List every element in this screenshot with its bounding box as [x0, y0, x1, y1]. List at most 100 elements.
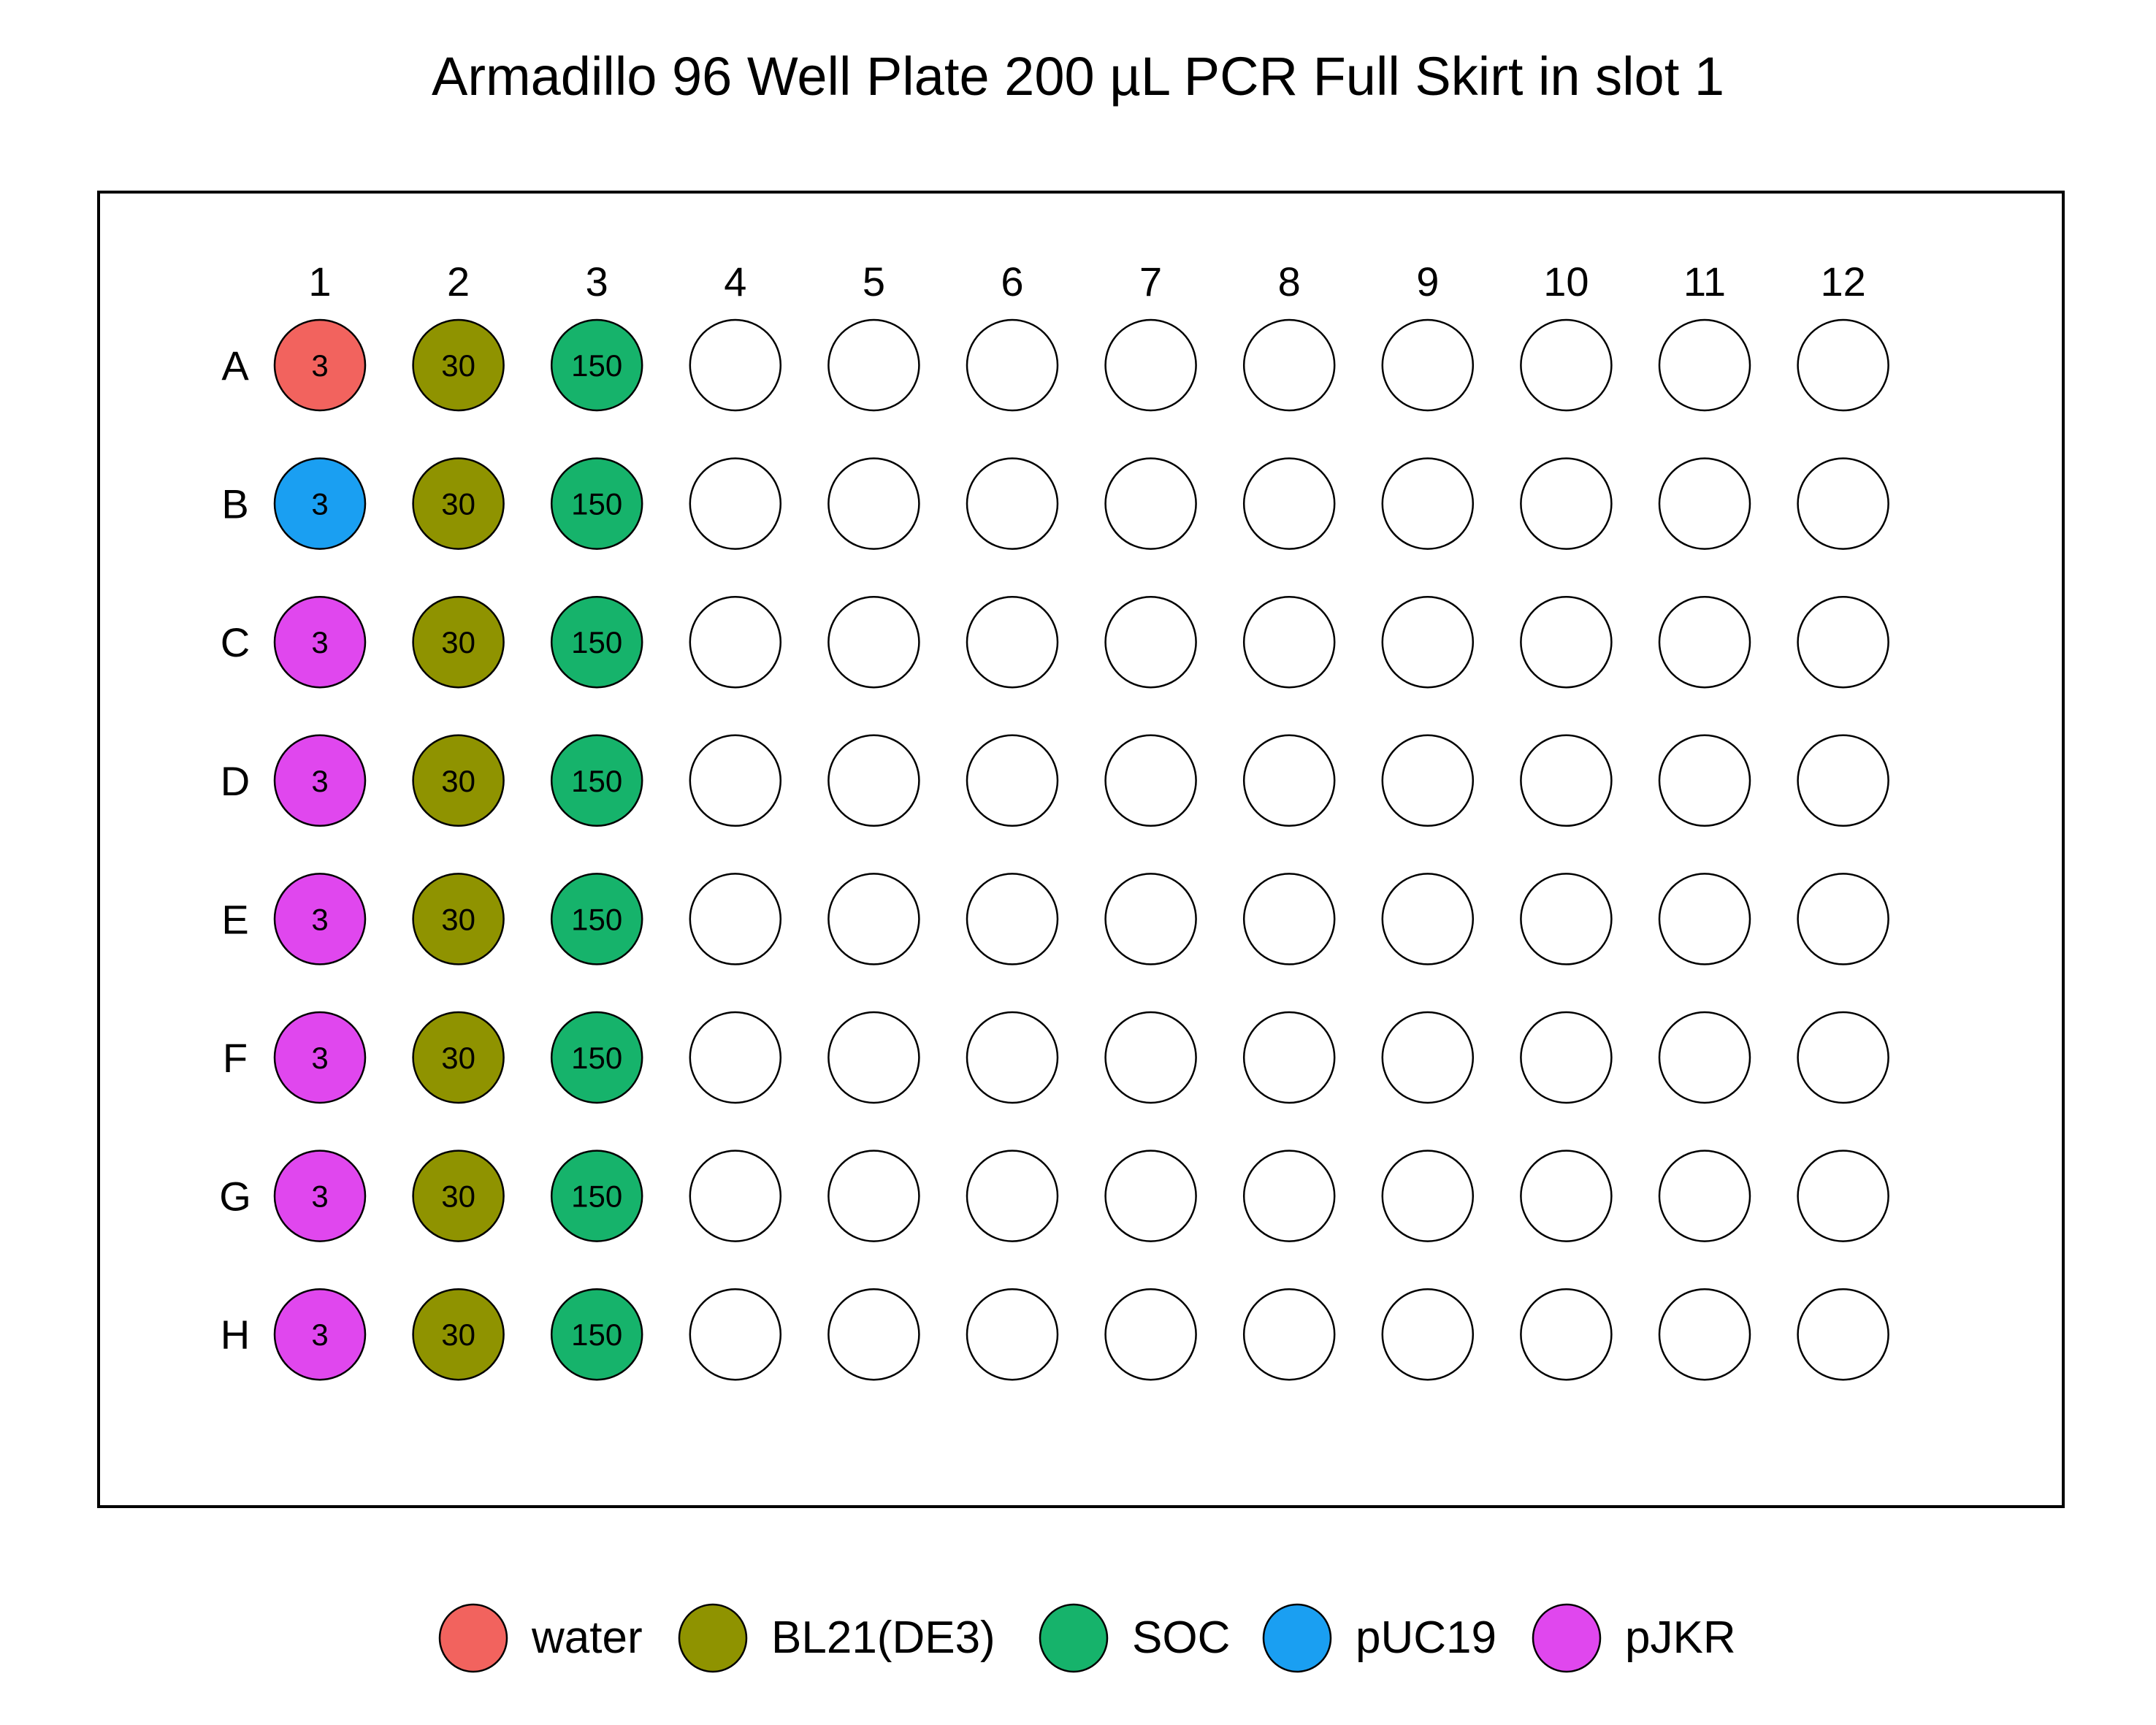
row-label: G [219, 1174, 251, 1220]
column-label: 10 [1543, 259, 1589, 305]
well-circle [1520, 873, 1613, 965]
well-circle [966, 734, 1059, 827]
well-circle [689, 1150, 782, 1242]
well-e11 [1658, 873, 1751, 965]
well-a12 [1797, 318, 1889, 412]
well-circle [1797, 1288, 1889, 1381]
well-circle [273, 1011, 367, 1104]
well-circle [550, 457, 643, 550]
well-g4 [689, 1150, 782, 1242]
well-volume-label: 30 [441, 625, 475, 659]
well-e8 [1242, 873, 1336, 965]
well-c12 [1797, 595, 1889, 689]
well-volume-label: 30 [441, 902, 475, 936]
legend: water BL21(DE3) SOC pUC19 pJKR [438, 1603, 1736, 1673]
well-circle [1104, 873, 1197, 965]
well-circle [550, 873, 643, 965]
row-label: H [221, 1312, 250, 1358]
well-g5 [827, 1150, 920, 1242]
well-circle [1381, 873, 1475, 965]
column-label: 3 [586, 259, 608, 305]
well-h7 [1104, 1288, 1197, 1381]
well-volume-label: 150 [571, 487, 622, 521]
well-circle [966, 1011, 1059, 1104]
well-circle [1658, 318, 1751, 412]
well-d10 [1520, 734, 1613, 827]
well-d11 [1658, 734, 1751, 827]
legend-swatch [1532, 1603, 1602, 1673]
well-circle [1658, 1011, 1751, 1104]
row-label: B [221, 481, 248, 527]
well-circle [273, 873, 367, 965]
well-volume-label: 3 [311, 1041, 328, 1075]
well-circle [689, 734, 782, 827]
well-circle [827, 1150, 920, 1242]
well-circle [1797, 734, 1889, 827]
well-a8 [1242, 318, 1336, 412]
well-d1: 3 [273, 734, 367, 827]
well-volume-label: 30 [441, 1179, 475, 1214]
legend-item: water [438, 1603, 643, 1673]
well-b11 [1658, 457, 1751, 550]
well-c1: 3 [273, 595, 367, 689]
well-b4 [689, 457, 782, 550]
row-label: A [221, 343, 249, 389]
well-b3: 150 [550, 457, 643, 550]
well-volume-label: 150 [571, 902, 622, 936]
well-circle [550, 1288, 643, 1381]
well-circle [1242, 595, 1336, 689]
well-circle [1520, 318, 1613, 412]
well-circle [1520, 1011, 1613, 1104]
well-f5 [827, 1011, 920, 1104]
well-h6 [966, 1288, 1059, 1381]
well-volume-label: 30 [441, 1317, 475, 1352]
row-label: C [221, 619, 250, 665]
well-circle [1658, 457, 1751, 550]
well-circle [1104, 318, 1197, 412]
well-circle [1797, 595, 1889, 689]
well-circle [827, 873, 920, 965]
well-a1: 3 [273, 318, 367, 412]
well-h9 [1381, 1288, 1475, 1381]
figure-title: Armadillo 96 Well Plate 200 µL PCR Full … [432, 46, 1724, 107]
well-circle [1104, 457, 1197, 550]
well-circle [412, 873, 505, 965]
well-f4 [689, 1011, 782, 1104]
well-c2: 30 [412, 595, 505, 689]
well-circle [1658, 1288, 1751, 1381]
well-volume-label: 150 [571, 348, 622, 383]
well-a4 [689, 318, 782, 412]
well-circle [827, 734, 920, 827]
well-circle [412, 1011, 505, 1104]
row-labels: A B C D E F G H [219, 343, 251, 1358]
column-label: 9 [1416, 259, 1439, 305]
well-f11 [1658, 1011, 1751, 1104]
well-circle [550, 1011, 643, 1104]
well-d6 [966, 734, 1059, 827]
legend-label: BL21(DE3) [771, 1613, 995, 1663]
well-volume-label: 3 [311, 487, 328, 521]
well-f7 [1104, 1011, 1197, 1104]
well-e9 [1381, 873, 1475, 965]
well-circle [966, 595, 1059, 689]
well-f2: 30 [412, 1011, 505, 1104]
well-f1: 3 [273, 1011, 367, 1104]
well-e6 [966, 873, 1059, 965]
well-g10 [1520, 1150, 1613, 1242]
well-circle [1797, 873, 1889, 965]
well-g8 [1242, 1150, 1336, 1242]
legend-item: SOC [1039, 1603, 1230, 1673]
well-b8 [1242, 457, 1336, 550]
well-circle [273, 1288, 367, 1381]
well-circle [1658, 1150, 1751, 1242]
well-d9 [1381, 734, 1475, 827]
well-circle [1797, 1150, 1889, 1242]
well-circle [1242, 734, 1336, 827]
well-e3: 150 [550, 873, 643, 965]
well-e10 [1520, 873, 1613, 965]
well-d2: 30 [412, 734, 505, 827]
well-d5 [827, 734, 920, 827]
well-d12 [1797, 734, 1889, 827]
well-circle [1520, 734, 1613, 827]
well-circle [1242, 318, 1336, 412]
